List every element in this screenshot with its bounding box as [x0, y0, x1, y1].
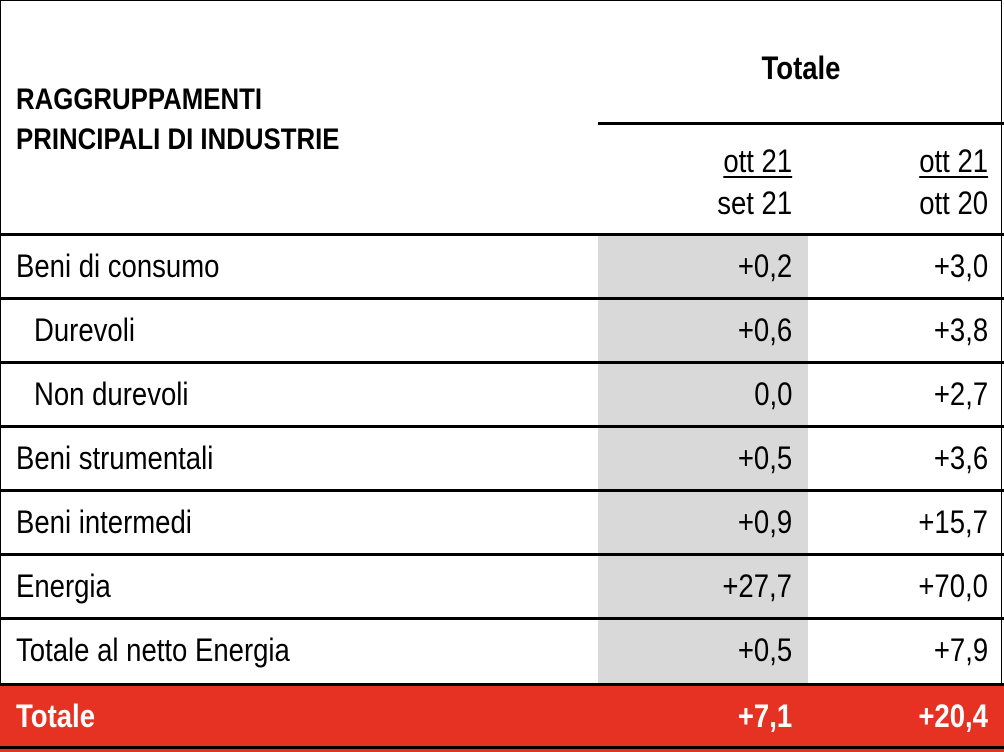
table-row: Energia +27,7 +70,0 [0, 553, 1004, 617]
cell-monthly-change: +0,9 [737, 504, 792, 540]
column-header-yearly: ott 21 ott 20 [919, 140, 988, 224]
cell-yearly-change: +7,9 [933, 632, 988, 668]
row-group-header: RAGGRUPPAMENTI PRINCIPALI DI INDUSTRIE [16, 80, 339, 160]
cell-yearly-change: +15,7 [918, 504, 988, 540]
column-header-numerator: ott 21 [723, 143, 792, 179]
column-header-monthly: ott 21 set 21 [717, 140, 792, 224]
cell-monthly-change: +0,5 [737, 632, 792, 668]
bottom-rule [0, 746, 1004, 749]
highlight-column [598, 233, 808, 683]
total-row: Totale +7,1 +20,4 [0, 683, 1004, 752]
row-label: Durevoli [34, 312, 135, 348]
table-row: Beni di consumo +0,2 +3,0 [0, 233, 1004, 297]
total-yearly-change: +20,4 [918, 698, 988, 734]
column-group-header: Totale [761, 50, 841, 86]
column-header-denominator: ott 20 [919, 185, 988, 221]
table-row: Durevoli +0,6 +3,8 [0, 297, 1004, 361]
table-row: Non durevoli 0,0 +2,7 [0, 361, 1004, 425]
total-monthly-change: +7,1 [737, 698, 792, 734]
row-group-header-line1: RAGGRUPPAMENTI [16, 83, 263, 116]
cell-yearly-change: +2,7 [933, 376, 988, 412]
column-header-numerator: ott 21 [919, 143, 988, 179]
row-label: Beni intermedi [16, 504, 192, 540]
row-label: Non durevoli [34, 376, 189, 412]
cell-monthly-change: +0,5 [737, 440, 792, 476]
column-group-rule [598, 122, 1004, 125]
column-header-denominator: set 21 [717, 185, 792, 221]
cell-yearly-change: +3,8 [933, 312, 988, 348]
cell-monthly-change: +0,6 [737, 312, 792, 348]
row-label: Beni strumentali [16, 440, 214, 476]
row-label: Energia [16, 568, 111, 604]
cell-yearly-change: +3,6 [933, 440, 988, 476]
cell-yearly-change: +70,0 [918, 568, 988, 604]
row-label: Totale al netto Energia [16, 632, 290, 668]
cell-monthly-change: 0,0 [753, 376, 792, 412]
cell-monthly-change: +27,7 [722, 568, 792, 604]
row-label: Beni di consumo [16, 248, 220, 284]
table-row: Beni intermedi +0,9 +15,7 [0, 489, 1004, 553]
total-row-label: Totale [16, 698, 95, 734]
table-row: Beni strumentali +0,5 +3,6 [0, 425, 1004, 489]
cell-yearly-change: +3,0 [933, 248, 988, 284]
cell-monthly-change: +0,2 [737, 248, 792, 284]
row-group-header-line2: PRINCIPALI DI INDUSTRIE [16, 123, 340, 156]
table-row: Totale al netto Energia +0,5 +7,9 [0, 617, 1004, 681]
